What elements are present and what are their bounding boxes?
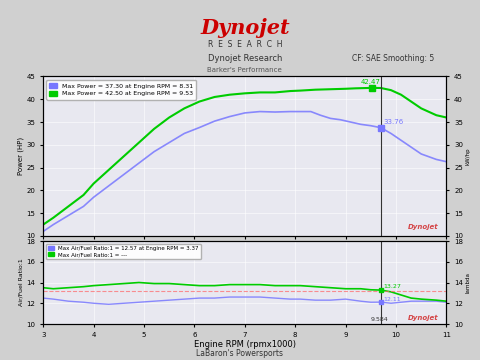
Text: Dynojet: Dynojet bbox=[408, 224, 438, 230]
Y-axis label: kW/hp: kW/hp bbox=[466, 148, 471, 165]
Text: LaBaron's Powersports: LaBaron's Powersports bbox=[196, 350, 284, 359]
Y-axis label: lambda: lambda bbox=[466, 272, 471, 293]
Text: Dynojet: Dynojet bbox=[408, 315, 438, 321]
Text: 9.584: 9.584 bbox=[371, 317, 388, 322]
Text: Dynojet Research: Dynojet Research bbox=[208, 54, 282, 63]
Text: 12.11: 12.11 bbox=[384, 297, 401, 302]
Text: 42.47: 42.47 bbox=[361, 79, 381, 85]
Text: Dynojet: Dynojet bbox=[200, 18, 289, 38]
Text: Barker's Performance: Barker's Performance bbox=[207, 67, 282, 73]
Y-axis label: Power (HP): Power (HP) bbox=[17, 137, 24, 175]
Text: 13.27: 13.27 bbox=[384, 284, 401, 289]
Legend: Max Air/Fuel Ratio:1 = 12.57 at Engine RPM = 3.37, Max Air/Fuel Ratio:1 = ---: Max Air/Fuel Ratio:1 = 12.57 at Engine R… bbox=[46, 244, 201, 260]
Legend: Max Power = 37.30 at Engine RPM = 8.31, Max Power = 42.50 at Engine RPM = 9.53: Max Power = 37.30 at Engine RPM = 8.31, … bbox=[47, 80, 196, 100]
Text: 33.76: 33.76 bbox=[384, 119, 404, 125]
X-axis label: Engine RPM (rpmx1000): Engine RPM (rpmx1000) bbox=[194, 341, 296, 350]
Text: CF: SAE Smoothing: 5: CF: SAE Smoothing: 5 bbox=[352, 54, 434, 63]
Y-axis label: Air/Fuel Ratio:1: Air/Fuel Ratio:1 bbox=[19, 258, 24, 306]
Text: R  E  S  E  A  R  C  H: R E S E A R C H bbox=[207, 40, 282, 49]
